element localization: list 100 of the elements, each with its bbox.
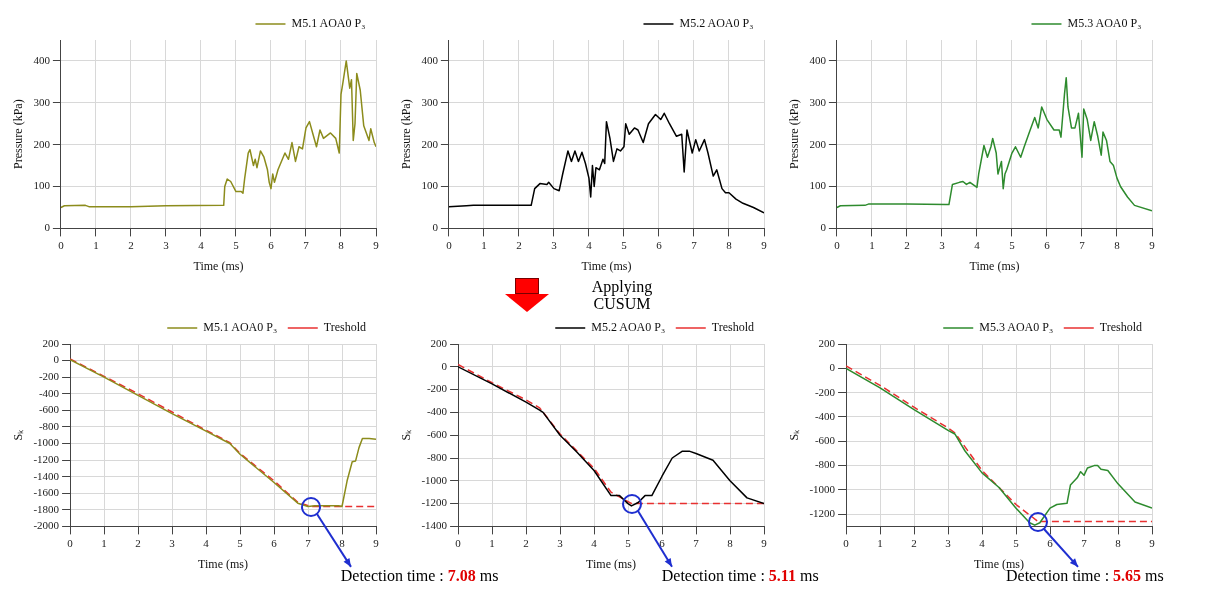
- x-tick-label: 3: [939, 238, 946, 251]
- x-tick-label: 1: [101, 536, 107, 549]
- x-tick-label: 1: [877, 536, 883, 549]
- x-tick-label: 0: [843, 536, 850, 549]
- y-tick-label: 200: [33, 137, 51, 150]
- x-tick-label: 6: [656, 238, 663, 251]
- y-tick-label: 300: [421, 95, 439, 108]
- x-tick-label: 9: [761, 238, 768, 251]
- x-axis-title: Time (ms): [969, 258, 1020, 273]
- legend-label: M5.3 AOA0 P₃: [1067, 16, 1142, 31]
- x-tick-label: 9: [761, 536, 768, 549]
- x-tick-label: 5: [625, 536, 632, 549]
- x-axis-title: Time (ms): [193, 258, 244, 273]
- y-tick-label: 0: [829, 361, 836, 374]
- x-tick-label: 7: [1081, 536, 1088, 549]
- x-tick-label: 6: [1047, 536, 1054, 549]
- x-tick-label: 8: [338, 238, 345, 251]
- y-tick-label: 400: [421, 53, 439, 66]
- x-tick-label: 9: [373, 238, 380, 251]
- y-tick-label: -1000: [33, 436, 60, 449]
- legend-label: Treshold: [323, 320, 366, 335]
- y-tick-label: 100: [421, 179, 439, 192]
- x-axis-title: Time (ms): [198, 556, 248, 571]
- x-tick-label: 6: [1044, 238, 1051, 251]
- y-tick-label: 100: [33, 179, 51, 192]
- y-tick-label: -1600: [33, 486, 60, 499]
- y-tick-label: 300: [33, 95, 51, 108]
- x-tick-label: 4: [979, 536, 986, 549]
- y-tick-label: -400: [426, 405, 448, 418]
- y-tick-label: -1200: [421, 496, 448, 509]
- x-tick-label: 5: [621, 238, 628, 251]
- x-tick-label: 1: [489, 536, 495, 549]
- y-tick-label: -1000: [421, 473, 448, 486]
- y-tick-label: -1000: [809, 482, 836, 495]
- y-tick-label: -1400: [33, 469, 60, 482]
- x-tick-label: 8: [1115, 536, 1122, 549]
- annotation: Detection time : 5.11 ms: [661, 567, 819, 586]
- legend-label: Treshold: [1099, 320, 1142, 335]
- y-tick-label: 200: [42, 336, 60, 349]
- y-tick-label: 200: [430, 336, 448, 349]
- y-tick-label: 200: [818, 336, 836, 349]
- y-tick-label: -1200: [33, 452, 60, 465]
- x-tick-label: 3: [163, 238, 170, 251]
- x-tick-label: 4: [198, 238, 205, 251]
- x-tick-label: 0: [67, 536, 74, 549]
- x-tick-label: 2: [911, 536, 917, 549]
- y-tick-label: -800: [38, 419, 60, 432]
- annotation: Detection time : 7.08 ms: [340, 567, 499, 586]
- x-tick-label: 8: [727, 536, 734, 549]
- x-tick-label: 1: [93, 238, 99, 251]
- y-tick-label: 200: [809, 137, 827, 150]
- y-tick-label: -600: [38, 403, 60, 416]
- y-tick-label: -200: [38, 370, 60, 383]
- x-tick-label: 1: [481, 238, 487, 251]
- y-axis-title: Pressure (kPa): [399, 99, 414, 170]
- y-tick-label: 0: [432, 221, 439, 234]
- y-tick-label: -800: [426, 450, 448, 463]
- y-tick-label: 300: [809, 95, 827, 108]
- text: Applying CUSUM: [590, 278, 654, 312]
- y-tick-label: 0: [441, 359, 448, 372]
- y-tick-label: -400: [38, 386, 60, 399]
- legend-label: M5.2 AOA0 P₃: [591, 320, 666, 335]
- x-tick-label: 4: [203, 536, 210, 549]
- x-tick-label: 6: [271, 536, 278, 549]
- legend-label: M5.1 AOA0 P₃: [291, 16, 366, 31]
- y-axis-title: Sₖ: [399, 428, 414, 441]
- x-tick-label: 7: [305, 536, 312, 549]
- x-tick-label: 4: [974, 238, 981, 251]
- y-tick-label: -600: [814, 434, 836, 447]
- y-tick-label: 0: [53, 353, 60, 366]
- x-tick-label: 6: [268, 238, 275, 251]
- x-tick-label: 7: [691, 238, 698, 251]
- x-tick-label: 6: [659, 536, 666, 549]
- legend-label: M5.1 AOA0 P₃: [203, 320, 278, 335]
- y-tick-label: -800: [814, 458, 836, 471]
- x-axis-title: Time (ms): [586, 556, 636, 571]
- x-tick-label: 3: [945, 536, 952, 549]
- y-tick-label: -200: [426, 382, 448, 395]
- x-tick-label: 3: [557, 536, 564, 549]
- y-tick-label: -400: [814, 409, 836, 422]
- x-tick-label: 2: [904, 238, 910, 251]
- y-tick-label: -1800: [33, 502, 60, 515]
- y-tick-label: -1400: [421, 519, 448, 532]
- x-tick-label: 5: [1009, 238, 1016, 251]
- y-tick-label: 400: [809, 53, 827, 66]
- x-tick-label: 2: [516, 238, 522, 251]
- y-tick-label: -2000: [33, 519, 60, 532]
- x-tick-label: 5: [1013, 536, 1020, 549]
- y-axis-title: Pressure (kPa): [11, 99, 26, 170]
- x-tick-label: 2: [128, 238, 134, 251]
- x-tick-label: 5: [237, 536, 244, 549]
- y-tick-label: 200: [421, 137, 439, 150]
- x-tick-label: 4: [591, 536, 598, 549]
- x-tick-label: 9: [1149, 536, 1156, 549]
- x-tick-label: 9: [373, 536, 380, 549]
- x-tick-label: 7: [693, 536, 700, 549]
- x-tick-label: 3: [169, 536, 176, 549]
- x-tick-label: 8: [1114, 238, 1121, 251]
- x-tick-label: 7: [303, 238, 310, 251]
- y-axis-title: Sₖ: [11, 428, 26, 441]
